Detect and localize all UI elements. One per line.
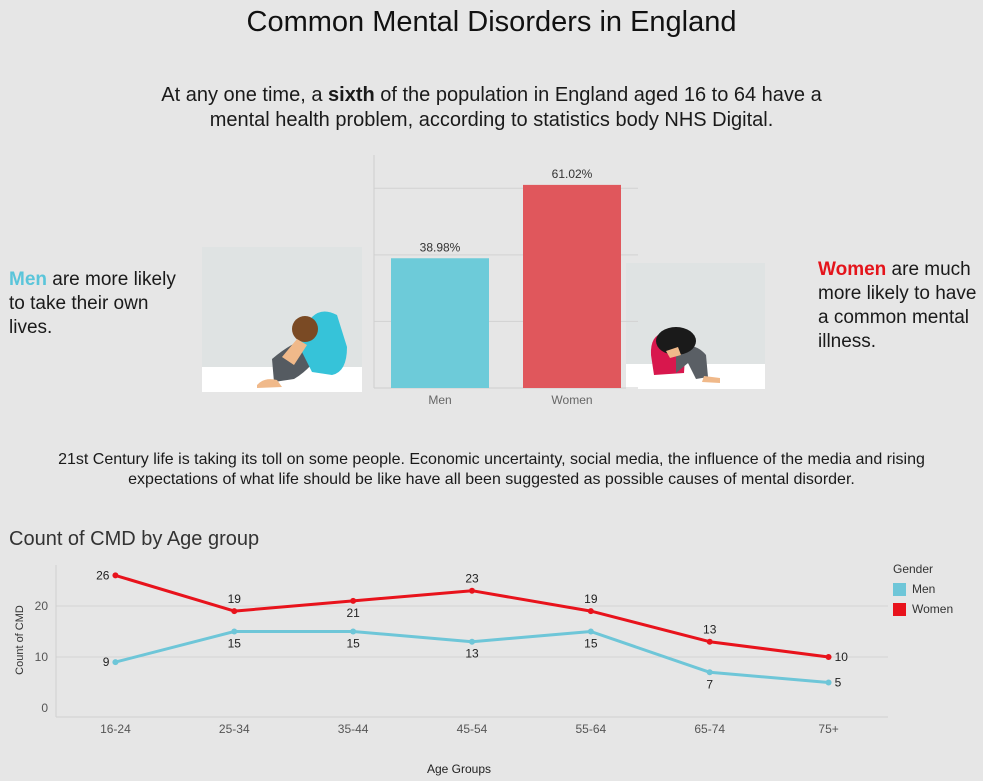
point-men xyxy=(587,628,594,635)
data-label-men: 13 xyxy=(465,647,479,661)
bar-category-label-women: Women xyxy=(551,393,592,407)
bar-men xyxy=(391,258,489,388)
y-tick-label: 0 xyxy=(41,701,48,715)
legend-item-men[interactable]: Men xyxy=(893,579,953,599)
context-paragraph: 21st Century life is taking its toll on … xyxy=(58,451,925,488)
point-women xyxy=(825,654,832,660)
data-label-men: 9 xyxy=(103,655,110,669)
bar-value-label-women: 61.02% xyxy=(552,167,593,181)
woman-illustration xyxy=(626,263,765,389)
bar-women xyxy=(523,184,621,388)
women-note-rest: are much more likely to have a common me… xyxy=(818,259,977,352)
point-women xyxy=(231,608,238,615)
x-tick-label: 75+ xyxy=(818,722,838,736)
data-label-women: 23 xyxy=(465,572,479,586)
point-men xyxy=(231,628,238,635)
data-label-men: 5 xyxy=(835,676,842,690)
point-men xyxy=(350,628,357,635)
age-group-line-chart: 0 10 20 16-24 25-34 35-44 45-54 55-64 65-74 75+ Ag… xyxy=(14,565,888,776)
series-line-women xyxy=(114,573,829,659)
chart-legend: Gender Men Women xyxy=(893,562,953,619)
intro-text: At any one time, a sixth of the populati… xyxy=(130,83,853,133)
legend-label-women: Women xyxy=(912,602,954,616)
point-men xyxy=(112,659,119,666)
x-tick-label: 25-34 xyxy=(219,722,250,736)
x-tick-label: 65-74 xyxy=(694,722,725,736)
point-women xyxy=(587,608,594,615)
intro-bold: sixth xyxy=(328,84,375,106)
men-note-rest: are more likely to take their own lives. xyxy=(9,269,176,338)
data-label-women: 13 xyxy=(703,623,717,637)
page-title: Common Mental Disorders in England xyxy=(246,6,737,38)
data-label-women: 10 xyxy=(835,650,849,664)
man-illustration xyxy=(202,247,362,392)
x-axis-title: Age Groups xyxy=(427,762,491,776)
y-tick-label: 20 xyxy=(35,599,49,613)
x-tick-label: 16-24 xyxy=(100,722,131,736)
point-women xyxy=(469,587,475,594)
point-men xyxy=(706,669,713,676)
point-women xyxy=(706,638,713,645)
x-tick-label: 55-64 xyxy=(576,722,607,736)
legend-swatch-men xyxy=(893,582,906,596)
point-women xyxy=(350,597,357,604)
data-label-men: 7 xyxy=(706,677,713,691)
line-chart-title: Count of CMD by Age group xyxy=(9,528,260,550)
x-tick-label: 35-44 xyxy=(338,722,369,736)
intro-part1: At any one time, a xyxy=(161,84,329,106)
women-highlight: Women xyxy=(818,259,887,280)
y-axis-title: Count of CMD xyxy=(14,605,26,675)
x-tick-label: 45-54 xyxy=(457,722,488,736)
point-women xyxy=(112,572,119,579)
legend-swatch-women xyxy=(893,602,906,616)
data-label-men: 15 xyxy=(228,637,242,651)
data-label-men: 15 xyxy=(584,637,598,651)
legend-label-men: Men xyxy=(912,582,936,596)
data-label-men: 15 xyxy=(346,637,360,651)
data-label-women: 21 xyxy=(346,606,360,620)
data-label-women: 19 xyxy=(584,592,598,606)
legend-title: Gender xyxy=(893,562,934,576)
gender-bar-chart: 38.98% Men 61.02% Women xyxy=(373,155,638,407)
point-men xyxy=(469,638,475,645)
men-highlight: Men xyxy=(9,269,47,290)
point-men xyxy=(825,679,832,686)
men-note: Men are more likely to take their own li… xyxy=(9,268,194,340)
y-tick-label: 10 xyxy=(35,650,49,664)
intro-part2: of the population in England aged 16 to … xyxy=(209,84,822,131)
data-label-women: 19 xyxy=(228,592,242,606)
data-label-women: 26 xyxy=(96,568,110,582)
women-note: Women are much more likely to have a com… xyxy=(818,258,978,354)
bar-value-label-men: 38.98% xyxy=(420,240,461,254)
legend-item-women[interactable]: Women xyxy=(893,599,953,619)
bar-category-label-men: Men xyxy=(428,393,451,407)
